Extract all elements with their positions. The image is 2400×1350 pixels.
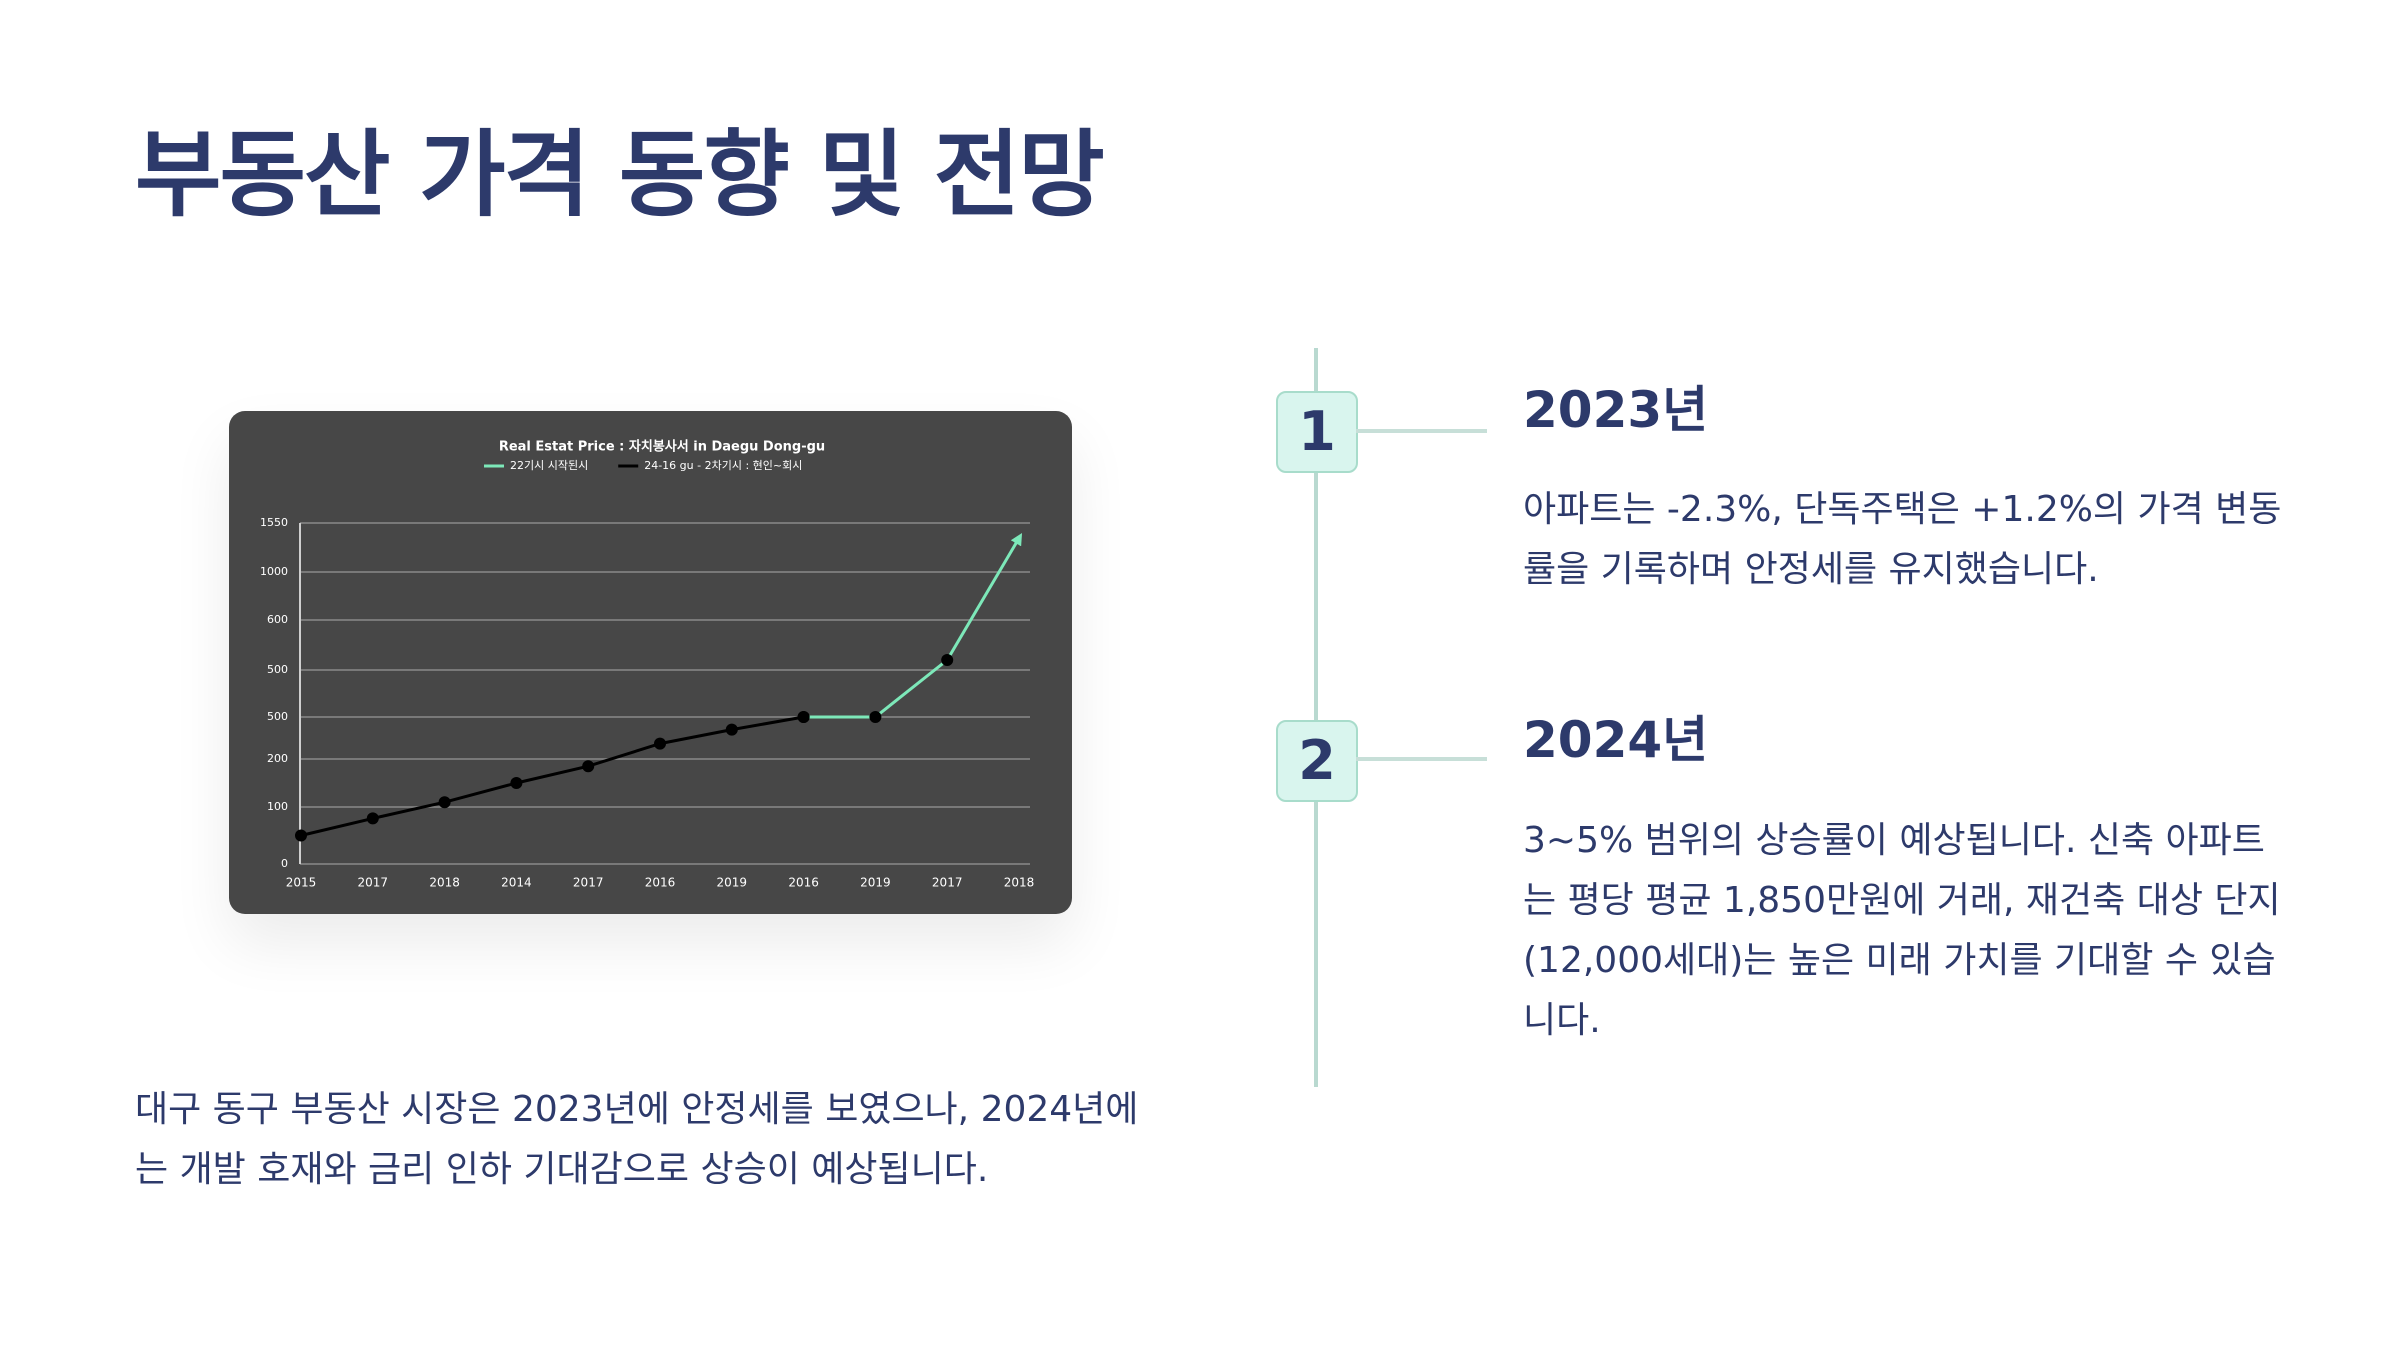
data-point — [725, 723, 738, 736]
series-line — [300, 715, 804, 837]
chart-title: Real Estat Price : 자치봉사서 in Daegu Dong-g… — [499, 439, 825, 455]
x-tick-label: 2017 — [932, 876, 963, 890]
chart-card: Real Estat Price : 자치봉사서 in Daegu Dong-g… — [229, 411, 1072, 914]
y-tick-label: 1550 — [260, 516, 288, 529]
connector — [1356, 757, 1487, 761]
data-point — [797, 711, 810, 723]
y-tick-label: 500 — [267, 710, 288, 723]
y-tick-label: 1000 — [260, 565, 288, 578]
data-point — [366, 812, 379, 825]
x-tick-label: 2018 — [1004, 876, 1035, 890]
caption: 대구 동구 부동산 시장은 2023년에 안정세를 보였으나, 2024년에는 … — [135, 1089, 1139, 1190]
legend-label: 24-16 gu - 2차기시 : 현인~회시 — [644, 459, 802, 472]
legend-label: 22기시 시작된시 — [510, 459, 588, 472]
x-tick-label: 2018 — [429, 876, 460, 890]
y-tick-label: 100 — [267, 800, 288, 813]
x-tick-label: 2016 — [788, 876, 819, 890]
data-point — [295, 829, 307, 842]
step-text: 아파트는 -2.3%, 단독주택은 +1.2%의 가격 변동률을 기록하며 안정… — [1523, 489, 2282, 590]
x-tick-label: 2015 — [286, 876, 317, 890]
x-tick-label: 2019 — [860, 876, 891, 890]
chart: Real Estat Price : 자치봉사서 in Daegu Dong-g… — [260, 439, 1035, 890]
y-tick-label: 200 — [267, 752, 288, 765]
timeline-line — [1314, 348, 1318, 1087]
data-point — [654, 737, 666, 750]
x-tick-label: 2017 — [573, 876, 604, 890]
data-point — [438, 796, 451, 809]
data-point — [869, 711, 882, 723]
data-point — [510, 777, 523, 789]
step-badge: 1 — [1276, 391, 1358, 473]
y-tick-label: 0 — [281, 857, 288, 870]
series-line — [803, 532, 1023, 719]
step-text: 3~5% 범위의 상승률이 예상됩니다. 신축 아파트는 평당 평균 1,850… — [1523, 820, 2281, 1041]
y-tick-label: 600 — [267, 613, 288, 626]
data-point — [582, 760, 595, 773]
connector — [1356, 429, 1487, 433]
x-tick-label: 2016 — [645, 876, 676, 890]
y-tick-label: 500 — [267, 663, 288, 676]
step-heading: 2023년 — [1523, 381, 1709, 439]
step-badge: 2 — [1276, 720, 1358, 802]
x-tick-label: 2019 — [717, 876, 748, 890]
x-tick-label: 2014 — [501, 876, 532, 890]
step-heading: 2024년 — [1523, 711, 1709, 769]
slide-title: 부동산 가격 동향 및 전망 — [135, 121, 1105, 230]
x-tick-label: 2017 — [358, 876, 389, 890]
data-point — [941, 654, 954, 666]
